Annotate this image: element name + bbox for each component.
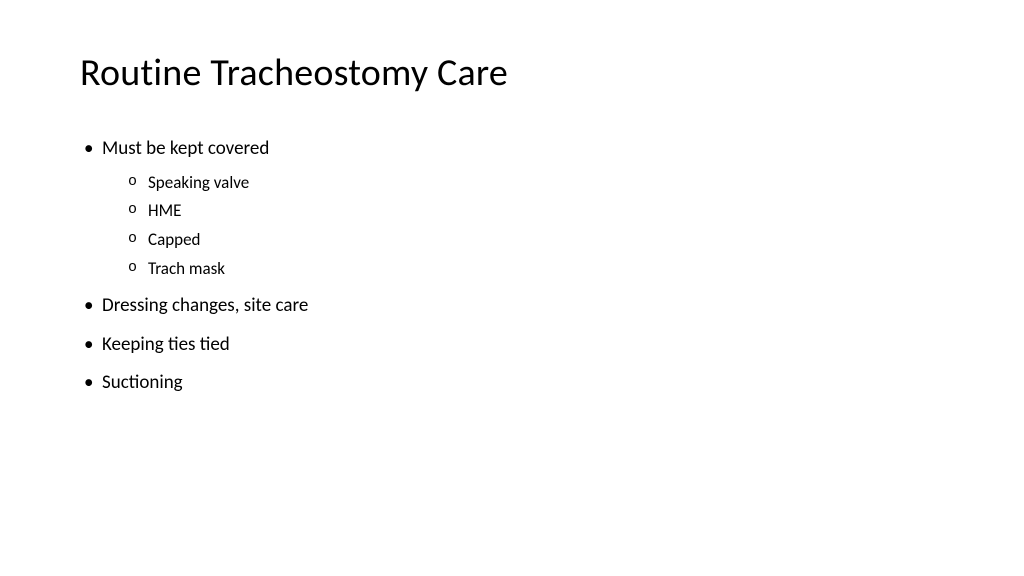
list-item: Capped xyxy=(128,228,944,253)
list-item: Must be kept covered Speaking valve HME … xyxy=(80,136,944,281)
bullet-text: Dressing changes, site care xyxy=(102,294,308,317)
bullet-text: Trach mask xyxy=(148,258,225,279)
bullet-text: Must be kept covered xyxy=(102,137,269,160)
slide: Routine Tracheostomy Care Must be kept c… xyxy=(0,0,1024,576)
bullet-text: Speaking valve xyxy=(148,172,249,193)
bullet-text: Keeping ties tied xyxy=(102,333,230,356)
list-item: Suctioning xyxy=(80,370,944,397)
slide-title: Routine Tracheostomy Care xyxy=(80,50,944,96)
list-item: HME xyxy=(128,199,944,224)
bullet-text: HME xyxy=(148,200,181,221)
bullet-list: Must be kept covered Speaking valve HME … xyxy=(80,136,944,397)
bullet-text: Suctioning xyxy=(102,371,183,394)
bullet-text: Capped xyxy=(148,229,200,250)
list-item: Speaking valve xyxy=(128,171,944,196)
list-item: Dressing changes, site care xyxy=(80,293,944,320)
list-item: Keeping ties tied xyxy=(80,332,944,359)
list-item: Trach mask xyxy=(128,257,944,282)
sub-bullet-list: Speaking valve HME Capped Trach mask xyxy=(102,171,944,282)
